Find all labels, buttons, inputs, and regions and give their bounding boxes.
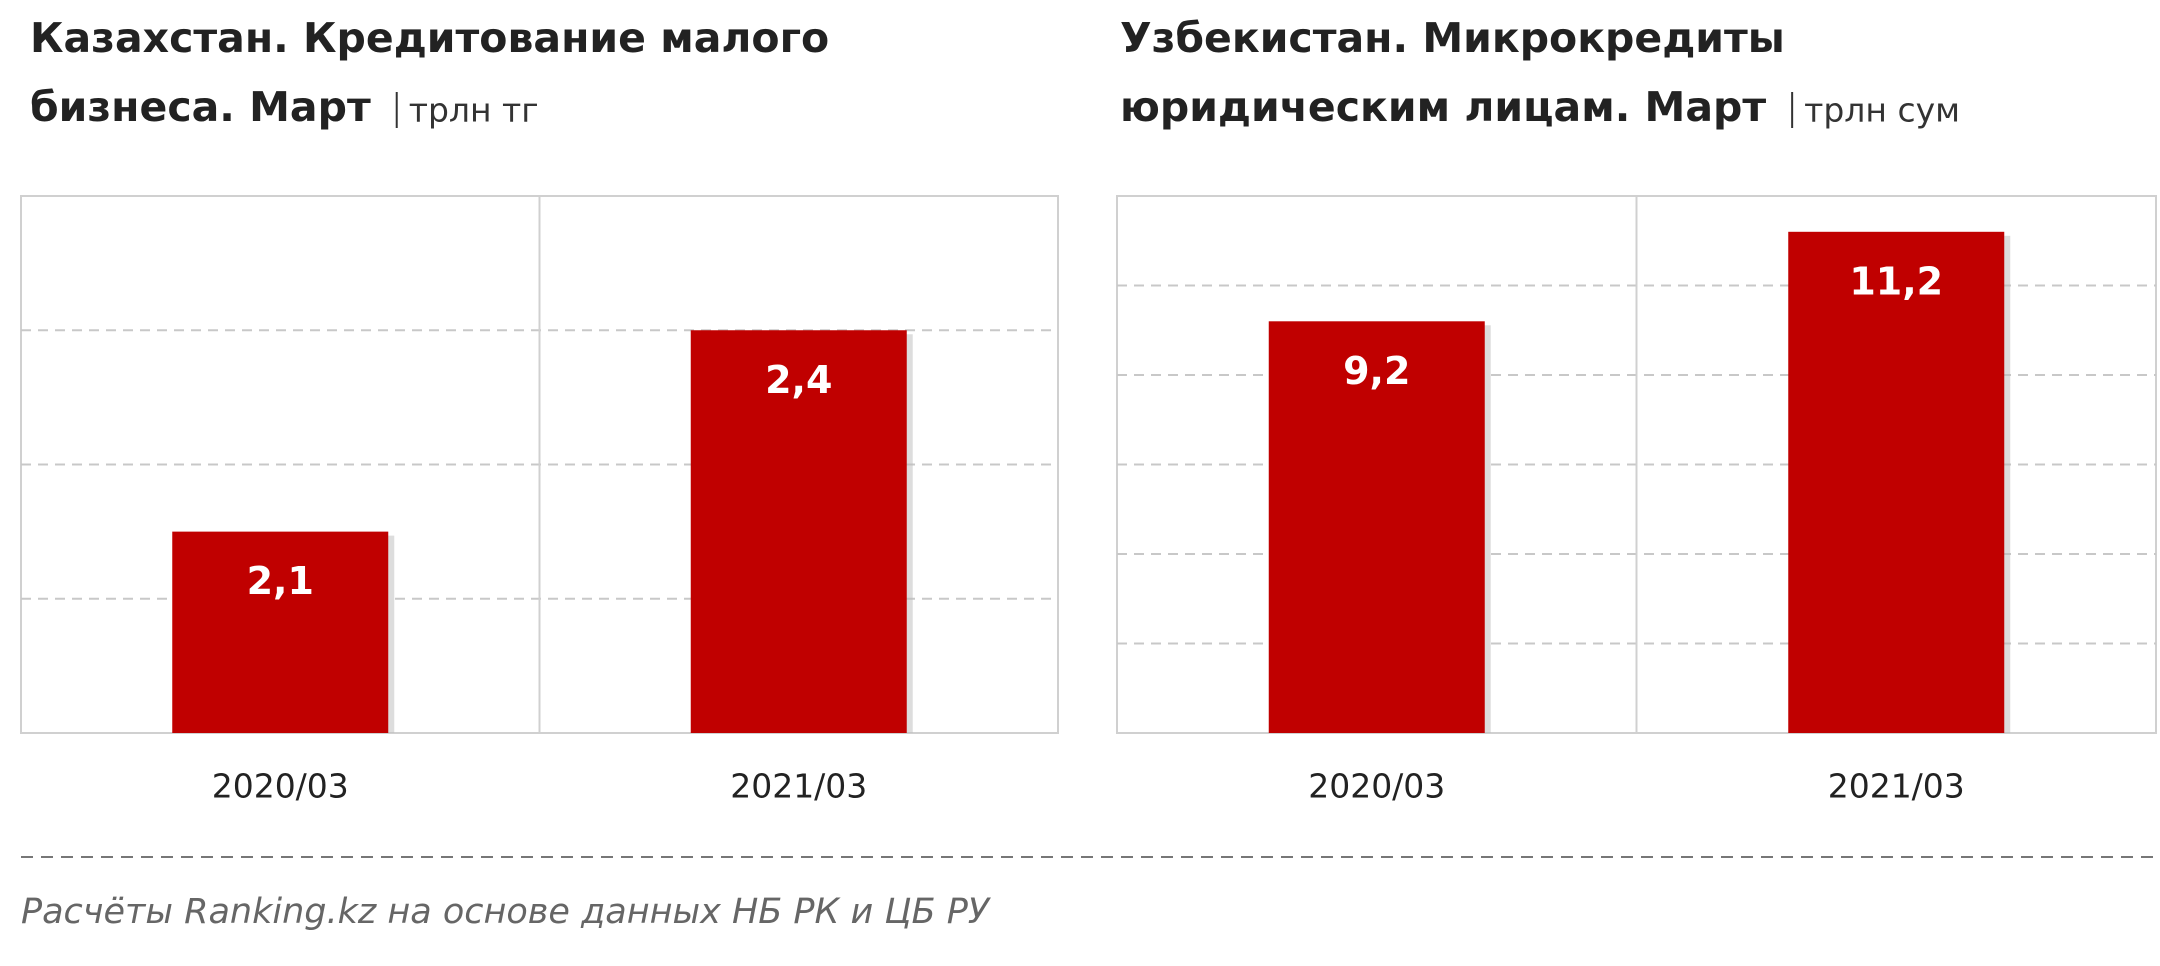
data-label: 2,1: [247, 559, 314, 603]
data-label: 2,4: [765, 358, 832, 402]
bar: [1268, 321, 1485, 733]
x-tick-label: 2020/03: [212, 767, 349, 806]
x-tick-label: 2020/03: [1308, 767, 1445, 806]
bar: [690, 330, 907, 733]
x-tick-label: 2021/03: [730, 767, 867, 806]
bar: [172, 531, 389, 733]
chart-unit: трлн тг: [409, 91, 539, 130]
chart-title: Узбекистан. Микрокредиты: [1120, 14, 1785, 62]
chart-unit: трлн сум: [1804, 91, 1960, 130]
bar: [1788, 231, 2005, 734]
footer: Расчёты Ranking.kz на основе данных НБ Р…: [21, 892, 992, 932]
data-label: 11,2: [1849, 259, 1943, 303]
chart-title: юридическим лицам. Март: [1120, 83, 1766, 131]
data-label: 9,2: [1343, 349, 1410, 393]
chart-title: Казахстан. Кредитование малого: [30, 14, 829, 62]
chart-title: бизнеса. Март: [30, 83, 371, 131]
x-tick-label: 2021/03: [1828, 767, 1965, 806]
